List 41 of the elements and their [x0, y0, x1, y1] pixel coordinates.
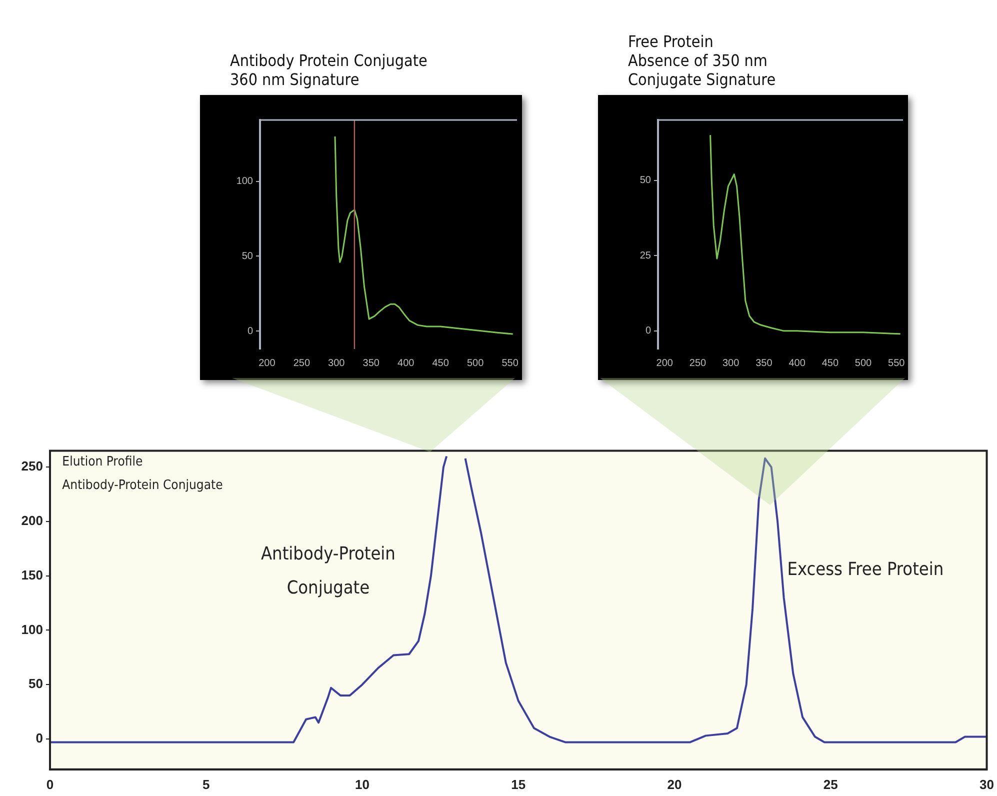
y-tick-label: 150 [21, 567, 43, 582]
y-tick-label: 100 [21, 622, 43, 637]
x-tick-label: 400 [788, 358, 806, 369]
y-tick-label: 100 [236, 176, 254, 188]
x-tick-label: 550 [888, 358, 906, 369]
y-tick-label: 50 [28, 676, 43, 692]
x-tick-label: 350 [756, 358, 773, 369]
y-tick-label: 50 [242, 250, 254, 262]
x-tick-label: 25 [823, 776, 838, 792]
x-tick-label: 200 [258, 358, 276, 369]
x-tick-label: 450 [822, 358, 839, 369]
annotation: Excess Free Protein [787, 558, 944, 580]
x-tick-label: 200 [656, 358, 674, 369]
x-tick-label: 0 [46, 776, 54, 792]
x-tick-label: 20 [667, 776, 682, 792]
x-tick-label: 300 [328, 358, 346, 369]
chart-title: Antibody Protein Conjugate 360 nm Signature [230, 51, 428, 89]
x-tick-label: 500 [854, 358, 872, 369]
x-tick-label: 400 [398, 358, 415, 369]
annotation: Antibody-Protein Conjugate [260, 544, 396, 599]
x-tick-label: 15 [511, 776, 526, 792]
x-tick-label: 550 [502, 358, 519, 369]
x-tick-label: 10 [355, 776, 370, 792]
y-tick-label: 0 [247, 326, 254, 337]
x-tick-label: 250 [689, 358, 707, 369]
y-tick-label: 200 [21, 513, 43, 528]
y-tick-label: 25 [640, 250, 652, 262]
x-tick-label: 500 [466, 358, 484, 369]
x-tick-label: 5 [202, 776, 210, 792]
y-tick-label: 0 [645, 326, 652, 337]
chart-title: Free Protein Absence of 350 nm Conjugate Signature [628, 32, 776, 89]
x-tick-label: 350 [362, 358, 380, 369]
y-tick-label: 50 [640, 175, 652, 186]
x-tick-label: 250 [293, 358, 310, 369]
annotation: Antibody-Protein Conjugate [62, 478, 223, 494]
y-tick-label: 250 [21, 458, 43, 474]
y-tick-label: 0 [36, 730, 43, 746]
annotation: Elution Profile [62, 454, 143, 470]
x-tick-label: 30 [980, 776, 994, 792]
x-tick-label: 300 [722, 358, 740, 369]
x-tick-label: 450 [432, 358, 450, 369]
